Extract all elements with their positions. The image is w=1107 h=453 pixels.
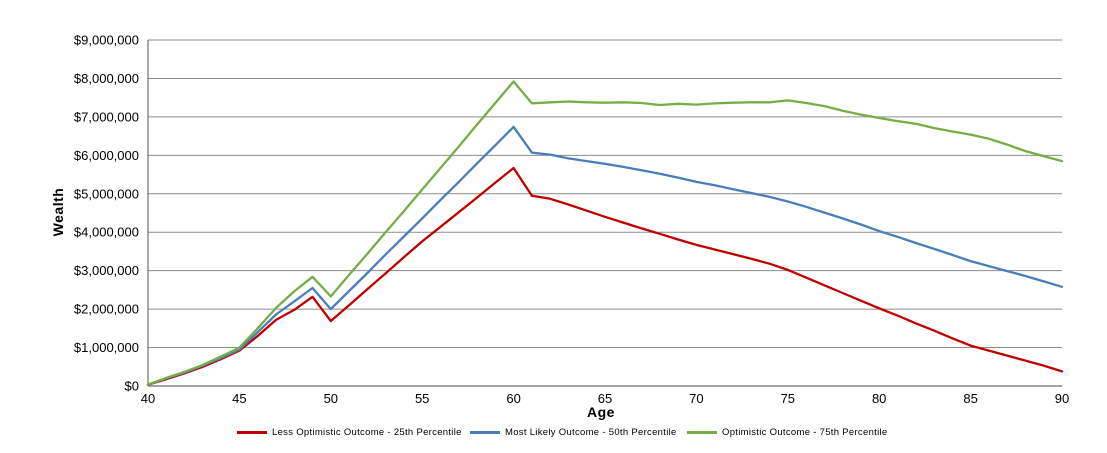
x-tick-label: 65 [598,391,612,406]
legend-label: Optimistic Outcome - 75th Percentile [722,427,888,438]
y-tick-label: $8,000,000 [74,71,139,86]
x-tick-label: 80 [872,391,886,406]
y-tick-label: $9,000,000 [74,33,139,48]
y-tick-label: $4,000,000 [74,225,139,240]
y-tick-label: $2,000,000 [74,302,139,317]
y-axis-title: Wealth [50,187,66,237]
y-tick-label: $0 [125,379,139,394]
series-line-0 [146,166,1064,386]
series-line-2 [146,80,1064,386]
x-tick-label: 90 [1055,391,1069,406]
y-tick-label: $6,000,000 [74,148,139,163]
legend-line-blue-icon [470,431,500,434]
legend-item-25th-percentile: Less Optimistic Outcome - 25th Percentil… [237,427,462,438]
legend-line-green-icon [687,431,717,434]
x-tick-label: 75 [781,391,795,406]
legend-item-50th-percentile: Most Likely Outcome - 50th Percentile [470,427,677,438]
legend-label: Most Likely Outcome - 50th Percentile [505,427,677,438]
series-line-1 [146,125,1064,386]
x-tick-label: 40 [141,391,155,406]
legend-label: Less Optimistic Outcome - 25th Percentil… [272,427,462,438]
x-tick-label: 50 [324,391,338,406]
x-axis-title: Age [587,404,615,420]
x-tick-label: 55 [415,391,429,406]
legend-item-75th-percentile: Optimistic Outcome - 75th Percentile [687,427,888,438]
x-tick-label: 85 [963,391,977,406]
y-tick-label: $7,000,000 [74,109,139,124]
y-tick-label: $1,000,000 [74,340,139,355]
y-tick-label: $3,000,000 [74,263,139,278]
y-tick-label: $5,000,000 [74,186,139,201]
x-tick-label: 60 [506,391,520,406]
x-tick-label: 45 [232,391,246,406]
x-tick-label: 70 [689,391,703,406]
legend-line-red-icon [237,431,267,434]
